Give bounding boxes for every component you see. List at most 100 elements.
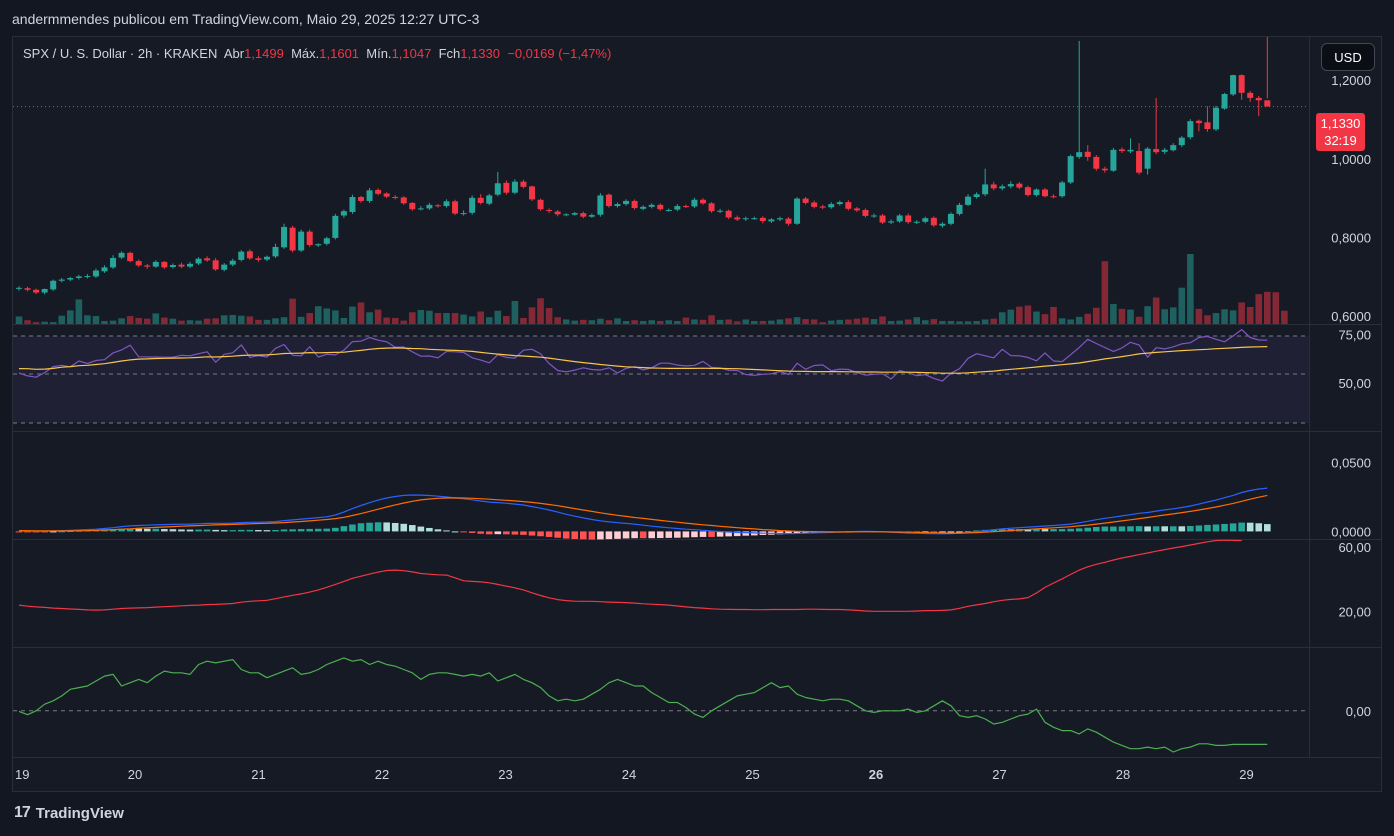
macd-histogram-bar — [802, 531, 809, 534]
volume-bar — [733, 321, 741, 324]
time-axis-tick: 21 — [251, 767, 265, 782]
volume-bar — [1229, 310, 1237, 324]
currency-button[interactable]: USD — [1321, 43, 1375, 71]
candle-body — [529, 186, 535, 200]
candle-body — [1230, 75, 1237, 95]
macd-histogram-bar — [554, 531, 561, 538]
candle-body — [1221, 94, 1228, 109]
macd-histogram-bar — [545, 531, 553, 537]
candle-body — [84, 276, 91, 278]
volume-bar — [238, 315, 245, 324]
candle-body — [947, 213, 954, 224]
volume-bar — [255, 319, 262, 324]
macd-histogram-bar — [725, 531, 732, 537]
indicator3-line — [18, 539, 1242, 612]
candle-body — [1093, 156, 1100, 169]
volume-bar — [272, 318, 279, 324]
volume-bar — [1101, 261, 1109, 324]
volume-bar — [742, 319, 750, 324]
candle-body — [135, 261, 142, 266]
candle-body — [50, 280, 57, 290]
macd-histogram-bar — [297, 529, 305, 532]
volume-bar — [896, 320, 903, 324]
candle-body — [1204, 122, 1211, 129]
macd-histogram-bar — [460, 531, 467, 533]
macd-histogram-bar — [956, 531, 963, 533]
time-axis-tick: 20 — [128, 767, 142, 782]
macd-histogram-bar — [1127, 526, 1134, 532]
macd-histogram-bar — [366, 522, 373, 532]
macd-histogram-bar — [477, 531, 484, 534]
candle-body — [127, 252, 134, 262]
macd-histogram-bar — [212, 529, 219, 532]
legend-low-label: Mín. — [366, 46, 392, 61]
macd-histogram-bar — [1204, 524, 1211, 532]
candle-body — [161, 261, 168, 268]
volume-bar — [1118, 308, 1126, 324]
chart-container[interactable]: 1,2000 1,0000 0,8000 0,6000 75,00 50,00 0,0500… — [12, 36, 1382, 792]
macd-histogram-bar — [58, 531, 66, 533]
volume-bar — [1169, 307, 1177, 324]
volume-bar — [862, 317, 869, 324]
tradingview-logo-icon[interactable]: 17 — [14, 804, 31, 821]
volume-bar — [554, 317, 561, 324]
volume-bar — [904, 319, 912, 324]
candle-body — [537, 199, 544, 210]
candle-body — [990, 184, 997, 189]
candle-body — [315, 244, 322, 246]
volume-bar — [135, 317, 142, 324]
candle-body — [1187, 121, 1194, 138]
volume-bar — [879, 316, 886, 324]
macd-histogram-bar — [409, 525, 416, 532]
volume-bar — [374, 309, 382, 324]
macd-histogram-bar — [1255, 523, 1263, 532]
macd-histogram-bar — [1229, 523, 1237, 532]
volume-bar — [340, 317, 348, 324]
candle-body — [571, 213, 578, 215]
volume-bar — [1084, 313, 1092, 324]
legend-open-label: Abr — [223, 46, 245, 61]
candle-body — [734, 217, 741, 220]
candle-body — [426, 204, 433, 209]
macd-histogram-bar — [1024, 529, 1032, 532]
macd-histogram-bar — [597, 531, 604, 540]
legend-high-label: Máx. — [291, 46, 320, 61]
candle-body — [375, 189, 382, 194]
volume-bar — [67, 310, 74, 324]
volume-bar — [631, 320, 638, 324]
tradingview-brand[interactable]: TradingView — [35, 804, 124, 822]
volume-bar — [622, 320, 630, 324]
candle-body — [332, 215, 339, 238]
macd-histogram-bar — [1050, 529, 1057, 532]
volume-bar — [827, 320, 835, 324]
chart-canvas[interactable]: 1,2000 1,0000 0,8000 0,6000 75,00 50,00 0,0500… — [13, 37, 1381, 791]
volume-bar — [571, 320, 579, 324]
macd-axis-tick: 0,0500 — [1331, 455, 1371, 470]
macd-histogram-bar — [400, 523, 408, 532]
candle-body — [204, 258, 211, 261]
candle-body — [691, 199, 698, 207]
volume-bar — [1195, 308, 1203, 324]
macd-histogram-bar — [289, 529, 296, 532]
rsi-ma-line — [18, 346, 1268, 374]
candle-body — [1007, 184, 1014, 187]
volume-bar — [1127, 309, 1134, 324]
legend-symbol[interactable]: SPX / U. S. Dollar · 2h · KRAKEN — [23, 46, 218, 61]
macd-histogram-bar — [280, 529, 288, 532]
volume-bar — [810, 319, 818, 324]
candle-body — [195, 258, 202, 264]
volume-bar — [169, 318, 177, 324]
macd-histogram-bar — [238, 529, 245, 532]
candle-body — [1033, 189, 1040, 196]
volume-bar — [964, 321, 972, 324]
macd-histogram-bar — [1221, 523, 1228, 532]
macd-histogram-bar — [1178, 526, 1186, 532]
candle-body — [187, 263, 193, 267]
macd-histogram-bar — [1067, 528, 1074, 532]
candle-body — [956, 204, 963, 214]
candle-body — [152, 261, 159, 267]
candle-body — [580, 213, 587, 217]
macd-histogram-bar — [468, 531, 476, 533]
candle-body — [323, 238, 330, 244]
candle-body — [742, 218, 749, 220]
